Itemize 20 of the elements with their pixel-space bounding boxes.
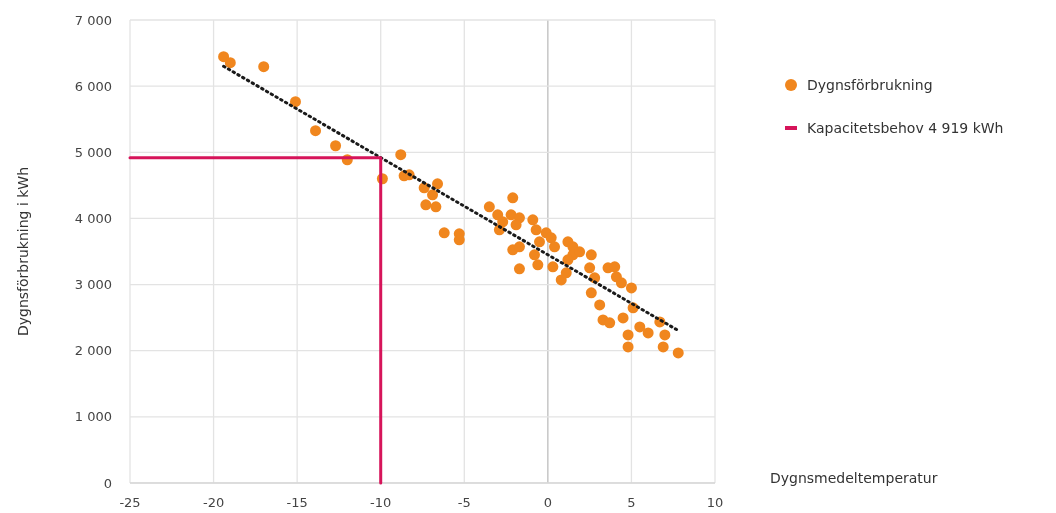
y-tick-label: 3 000 [74, 277, 112, 293]
y-tick-label: 1 000 [74, 409, 112, 425]
x-tick-label: -10 [370, 495, 392, 510]
y-tick-label: 6 000 [74, 78, 112, 94]
y-tick-label: 4 000 [74, 210, 112, 226]
y-tick-label: 7 000 [74, 12, 112, 28]
x-tick-label: -20 [202, 495, 225, 510]
legend-label: Dygnsförbrukning [807, 77, 933, 93]
x-tick-label: -5 [457, 495, 471, 510]
x-tick-label: -15 [286, 495, 308, 510]
x-tick-label: 0 [543, 495, 552, 510]
y-tick-label: 0 [103, 475, 112, 491]
x-tick-label: 5 [627, 495, 636, 510]
y-tick-label: 2 000 [74, 343, 112, 359]
legend-label: Kapacitetsbehov 4 919 kWh [807, 120, 1004, 136]
x-axis-title: Dygnsmedeltemperatur [770, 470, 938, 486]
y-tick-label: 5 000 [74, 144, 112, 160]
x-tick-label: 10 [706, 495, 724, 510]
y-axis-title: Dygnsförbrukning i kWh [15, 166, 31, 337]
x-tick-label: -25 [119, 495, 141, 510]
